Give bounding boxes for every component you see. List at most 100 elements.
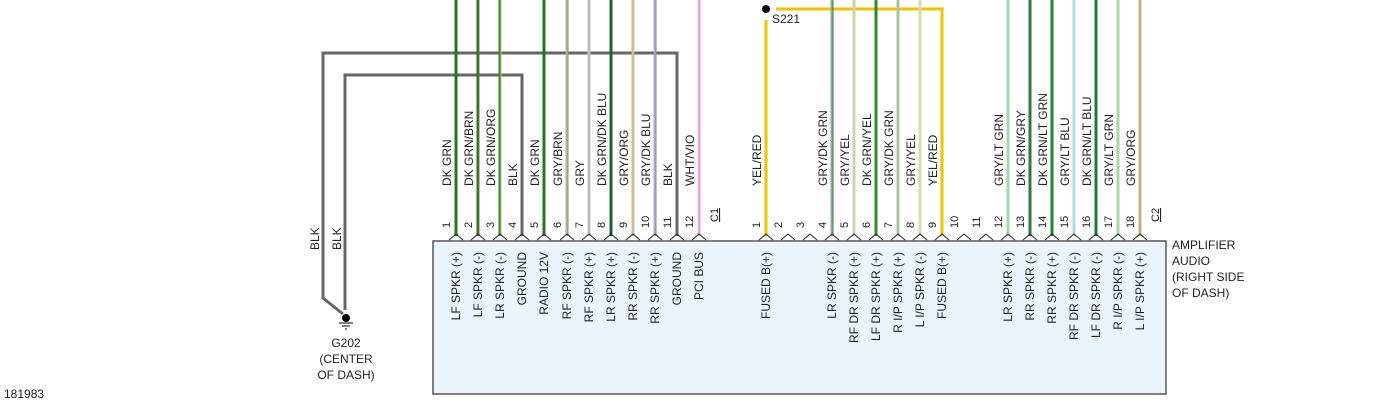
wire-color-label: DK GRN/DK BLU bbox=[595, 93, 609, 186]
pin-number: 10 bbox=[640, 216, 652, 228]
ground-id: G202 bbox=[331, 336, 361, 350]
wire-color-label: GRY/DK GRN bbox=[816, 110, 830, 186]
ground-location-line-1: (CENTER bbox=[319, 352, 373, 366]
pin-terminal-icon bbox=[802, 233, 818, 241]
wire-color-label: DK GRN/ORG bbox=[484, 109, 498, 186]
wire-color-label: GRY/DK BLU bbox=[639, 114, 653, 186]
ground-wire-c1-pin11 bbox=[321, 51, 679, 316]
ground-label: G202 (CENTER OF DASH) bbox=[306, 335, 386, 383]
pin-terminal-icon bbox=[448, 233, 464, 241]
pin-c1-6: GRY/BRN 6 RF SPKR (-) bbox=[551, 0, 575, 319]
pin-number: 18 bbox=[1125, 216, 1137, 228]
pin-number: 11 bbox=[662, 217, 674, 228]
wire-color-label: DK GRN/LT GRN bbox=[1036, 93, 1050, 186]
pin-terminal-icon bbox=[1000, 233, 1016, 241]
wire-color-label: DK GRN/GRY bbox=[1014, 110, 1028, 186]
ground-wire-c1-pin4 bbox=[343, 73, 524, 310]
wire-color-label: DK GRN/LT BLU bbox=[1080, 96, 1094, 186]
amplifier-module-box bbox=[432, 240, 1167, 395]
wire-color-label: YEL/RED bbox=[750, 134, 764, 186]
pin-c1-9: GRY/ORG 9 RR SPKR (-) bbox=[617, 0, 641, 321]
wire-color-label: DK GRN/BRN bbox=[462, 111, 476, 186]
splice-wire-to-c2-pin9 bbox=[776, 7, 944, 236]
pin-c1-5: DK GRN 5 RADIO 12V bbox=[528, 0, 552, 315]
wire-color-label: YEL/RED bbox=[926, 134, 940, 186]
pin-number: 14 bbox=[1037, 216, 1049, 228]
pin-number: 1 bbox=[751, 222, 763, 228]
pin-function-label: FUSED B(+) bbox=[935, 252, 949, 319]
pin-c1-1: DK GRN 1 LF SPKR (+) bbox=[440, 0, 464, 320]
pin-terminal-icon bbox=[758, 233, 774, 241]
pin-c2-11: 11 bbox=[971, 217, 994, 241]
pin-function-label: L I/P SPKR (-) bbox=[913, 252, 927, 327]
pin-number: 10 bbox=[949, 216, 961, 228]
ground-wire-label-1: BLK bbox=[308, 227, 322, 250]
connector-c1: DK GRN 1 LF SPKR (+) DK GRN/BRN 2 LF SPKR (-)… bbox=[440, 0, 721, 324]
pin-terminal-icon bbox=[625, 233, 641, 241]
pin-c2-12: GRY/LT GRN 12 LR SPKR (+) bbox=[992, 0, 1016, 322]
pin-function-label: RF DR SPKR (+) bbox=[847, 252, 861, 343]
diagram-id: 181983 bbox=[4, 387, 45, 401]
pin-c1-11: BLK 11 GROUND bbox=[661, 163, 685, 305]
pin-function-label: RR SPKR (+) bbox=[1045, 252, 1059, 324]
pin-number: 17 bbox=[1103, 216, 1115, 228]
pin-number: 3 bbox=[485, 222, 497, 228]
pin-number: 2 bbox=[463, 222, 475, 228]
pin-terminal-icon bbox=[691, 233, 707, 241]
pin-terminal-icon bbox=[780, 233, 796, 241]
pin-c1-12: WHT/VIO 12 PCI BUS bbox=[683, 0, 707, 300]
pin-number: 7 bbox=[574, 222, 586, 228]
pin-terminal-icon bbox=[559, 233, 575, 241]
wire-color-label: DK GRN bbox=[528, 139, 542, 186]
pin-function-label: LF DR SPKR (-) bbox=[1089, 252, 1103, 338]
wire-color-label: GRY/LT GRN bbox=[992, 114, 1006, 186]
pin-c2-5: GRY/YEL 5 RF DR SPKR (+) bbox=[838, 0, 862, 343]
wire-color-label: WHT/VIO bbox=[683, 135, 697, 186]
splice-dot bbox=[762, 5, 770, 13]
pin-number: 5 bbox=[529, 222, 541, 228]
pin-terminal-icon bbox=[1066, 233, 1082, 241]
pin-number: 1 bbox=[441, 222, 453, 228]
wire-color-label: GRY/DK GRN bbox=[882, 110, 896, 186]
pin-terminal-icon bbox=[536, 233, 552, 241]
pin-number: 15 bbox=[1059, 216, 1071, 228]
pin-function-label: RADIO 12V bbox=[537, 252, 551, 315]
pin-number: 8 bbox=[596, 222, 608, 228]
pin-number: 5 bbox=[839, 222, 851, 228]
pin-c2-2: 2 bbox=[773, 222, 796, 241]
pin-c1-10: GRY/DK BLU 10 RR SPKR (+) bbox=[639, 0, 663, 324]
pin-function-label: LR SPKR (+) bbox=[604, 252, 618, 322]
ground-wires bbox=[321, 51, 679, 316]
pin-number: 7 bbox=[883, 222, 895, 228]
pin-function-label: LF DR SPKR (+) bbox=[869, 252, 883, 341]
connector-layer: DK GRN 1 LF SPKR (+) DK GRN/BRN 2 LF SPKR (-)… bbox=[440, 0, 1162, 343]
pin-function-label: LF SPKR (+) bbox=[449, 252, 463, 320]
pin-c2-9: YEL/RED 9 FUSED B(+) bbox=[926, 134, 950, 319]
pin-number: 6 bbox=[861, 222, 873, 228]
wire-color-label: GRY/YEL bbox=[904, 134, 918, 186]
pin-terminal-icon bbox=[1022, 233, 1038, 241]
pin-terminal-icon bbox=[1088, 233, 1104, 241]
pin-c2-8: GRY/YEL 8 L I/P SPKR (-) bbox=[904, 0, 928, 327]
pin-c2-3: 3 bbox=[795, 222, 818, 241]
pin-function-label: RF SPKR (+) bbox=[582, 252, 596, 322]
pin-c1-7: GRY 7 RF SPKR (+) bbox=[573, 0, 597, 322]
pin-number: 9 bbox=[927, 222, 939, 228]
pin-c2-15: GRY/LT BLU 15 RF DR SPKR (-) bbox=[1058, 0, 1082, 340]
pin-terminal-icon bbox=[492, 233, 508, 241]
pin-number: 8 bbox=[905, 222, 917, 228]
pin-terminal-icon bbox=[868, 233, 884, 241]
wire-color-label: GRY bbox=[573, 160, 587, 186]
wire-color-label: DK GRN bbox=[440, 139, 454, 186]
pin-number: 6 bbox=[552, 222, 564, 228]
pin-function-label: R I/P SPKR (-) bbox=[1111, 252, 1125, 330]
pin-c2-4: GRY/DK GRN 4 LR SPKR (-) bbox=[816, 0, 840, 319]
connector-c2: YEL/RED 1 FUSED B(+) 2 3 GRY/DK GRN 4 LR SPKR (… bbox=[750, 0, 1162, 343]
wire-color-label: GRY/LT BLU bbox=[1058, 117, 1072, 186]
ground-symbol-icon bbox=[339, 314, 353, 330]
pin-function-label: LR SPKR (+) bbox=[1001, 252, 1015, 322]
pin-c2-6: DK GRN/YEL 6 LF DR SPKR (+) bbox=[860, 0, 884, 341]
pin-number: 2 bbox=[773, 222, 785, 228]
module-name-line-1: AMPLIFIER bbox=[1172, 238, 1236, 252]
